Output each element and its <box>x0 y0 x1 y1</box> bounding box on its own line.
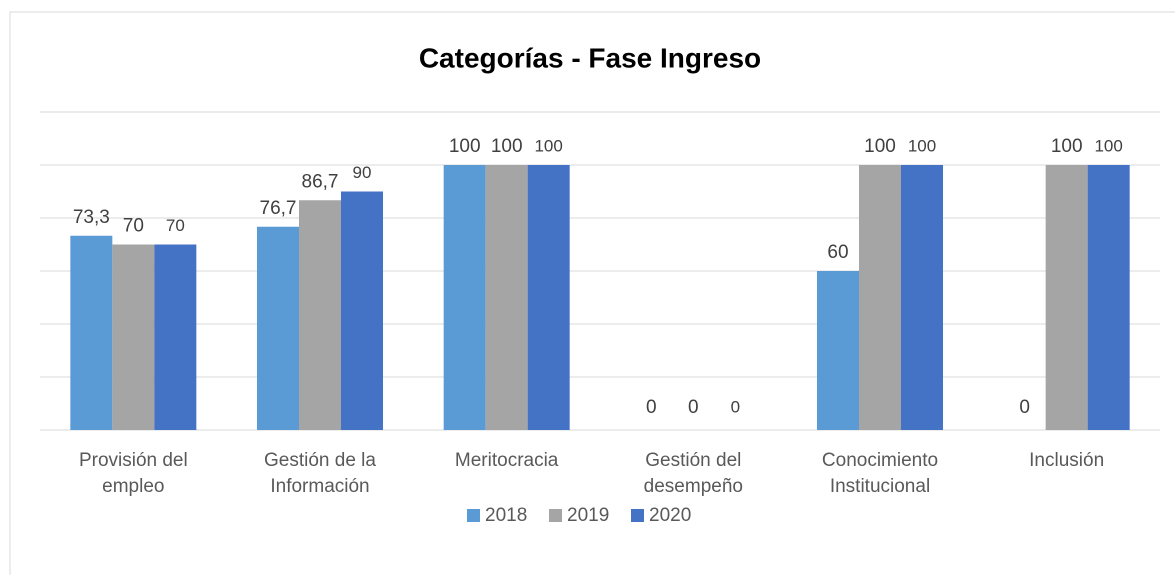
bar <box>527 165 570 430</box>
bar <box>257 226 299 430</box>
data-label: 100 <box>491 136 523 157</box>
data-label: 100 <box>1051 136 1083 157</box>
bar <box>859 165 901 430</box>
legend-label: 2019 <box>567 505 609 526</box>
x-tick-label: Gestión de la Información <box>264 450 376 497</box>
x-tick-label: Provisión del empleo <box>78 450 188 497</box>
bar <box>154 244 197 430</box>
data-label: 76,7 <box>260 198 297 219</box>
data-label: 73,3 <box>73 207 110 228</box>
data-label: 0 <box>688 397 699 418</box>
x-tick-label: Inclusión <box>1029 450 1105 471</box>
bar <box>112 244 155 430</box>
data-label: 100 <box>908 136 936 155</box>
data-label: 100 <box>1094 136 1122 155</box>
bar <box>70 235 113 430</box>
bar <box>1087 165 1130 430</box>
chart-border <box>9 11 1175 575</box>
x-tick-label: Meritocracia <box>454 450 559 471</box>
data-label: 0 <box>646 397 657 418</box>
chart-title: Categorías - Fase Ingreso <box>419 42 761 73</box>
data-label: 90 <box>353 163 372 182</box>
x-tick-label: Conocimiento Institucional <box>821 450 939 497</box>
bar <box>299 200 341 430</box>
data-label: 70 <box>123 216 144 237</box>
legend-label: 2020 <box>649 505 691 526</box>
x-tick-label: Gestión del desempeño <box>643 450 743 497</box>
legend-swatch <box>549 509 562 522</box>
bar <box>1045 165 1088 430</box>
legend-swatch <box>467 509 480 522</box>
bar <box>901 165 943 430</box>
data-label: 70 <box>166 216 185 235</box>
data-label: 100 <box>864 136 896 157</box>
legend-label: 2018 <box>485 505 527 526</box>
bar <box>443 165 486 430</box>
data-label: 60 <box>827 242 848 263</box>
bar <box>341 191 383 430</box>
data-label: 100 <box>534 136 562 155</box>
data-label: 86,7 <box>302 171 339 192</box>
legend-swatch <box>631 509 644 522</box>
data-label: 0 <box>1019 397 1030 418</box>
bar <box>817 271 859 430</box>
data-label: 0 <box>731 397 740 416</box>
data-label: 100 <box>449 136 481 157</box>
bar <box>485 165 528 430</box>
